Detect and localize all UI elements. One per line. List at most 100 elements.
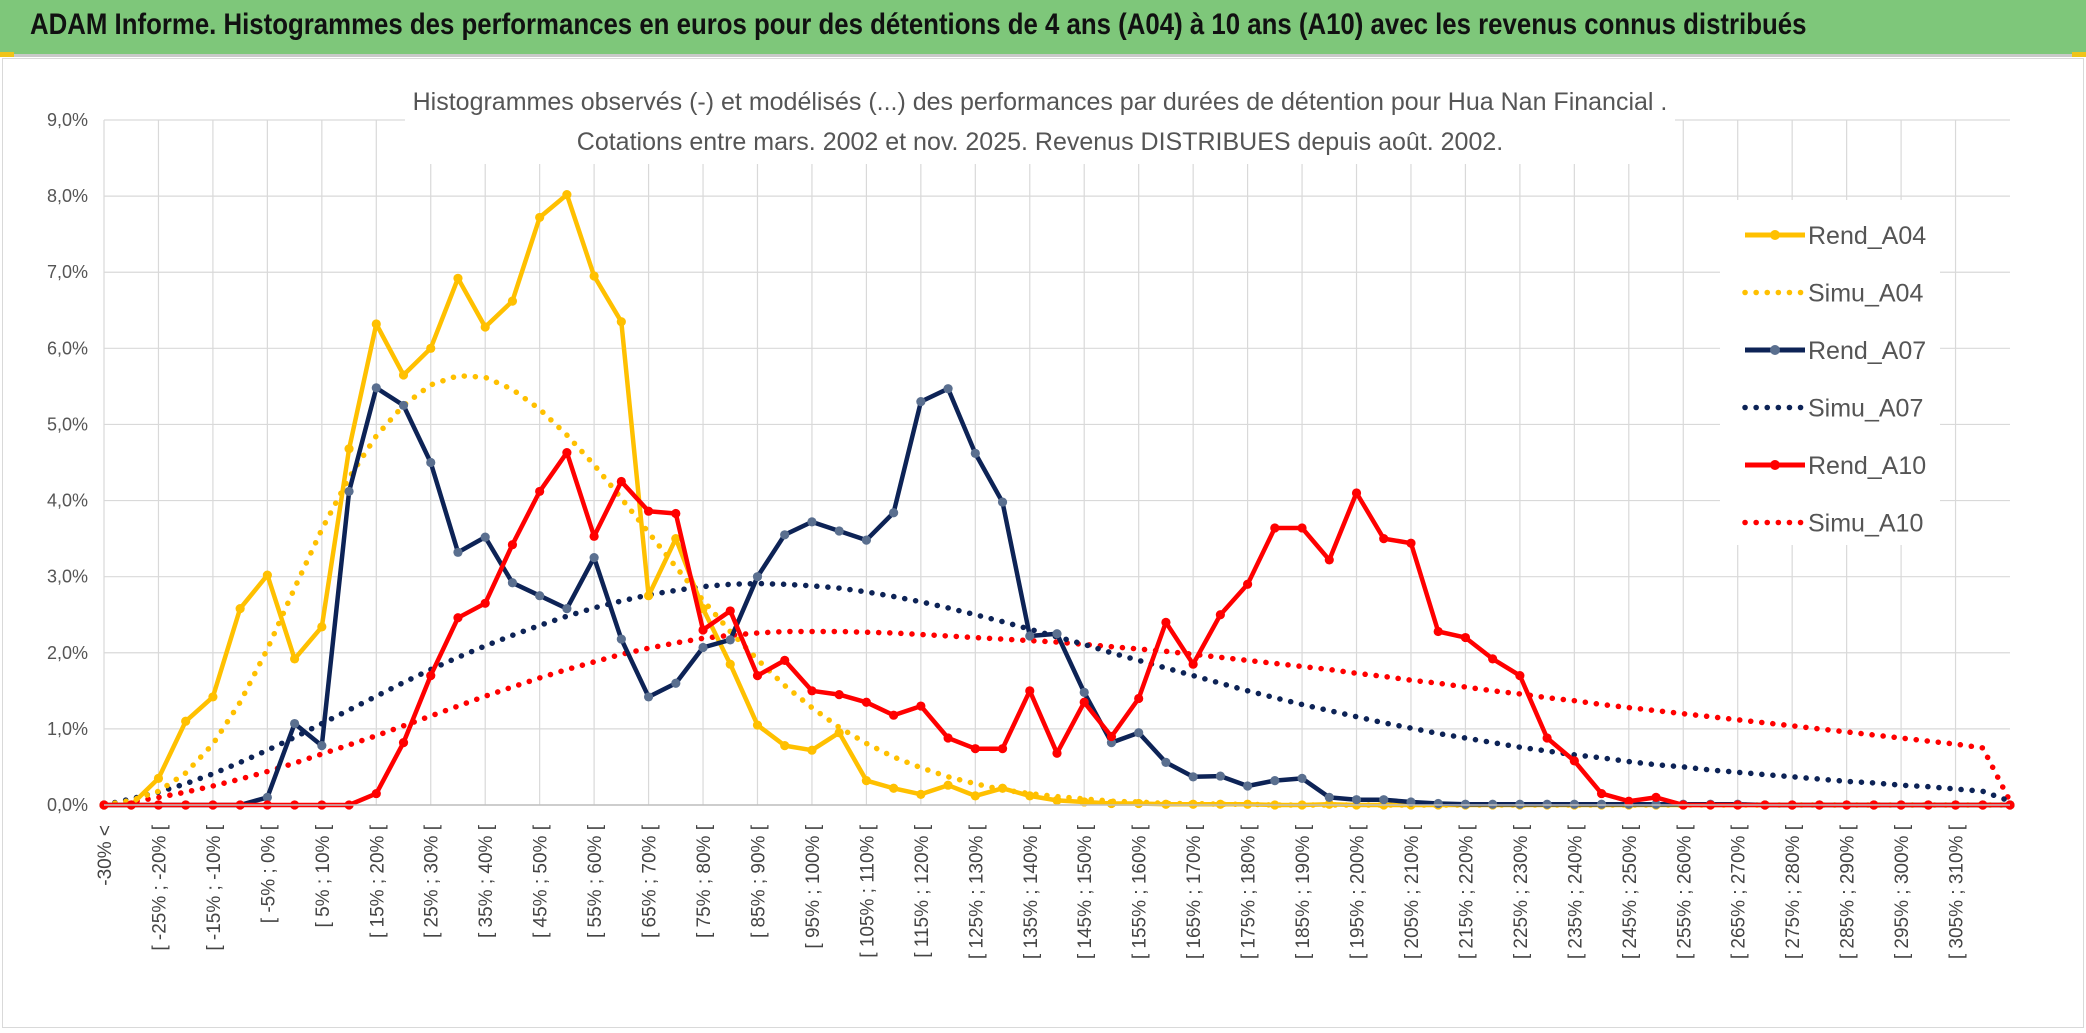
- corner-mark-right: [2072, 52, 2086, 57]
- point-rend_a04: [181, 716, 191, 726]
- y-tick-label: 3,0%: [47, 567, 88, 587]
- x-tick-label: [ 235% ; 240% [: [1565, 824, 1586, 959]
- x-tick-label: [ 35% ; 40% [: [476, 824, 497, 938]
- point-rend_a07: [1460, 799, 1471, 809]
- point-rend_a10: [1106, 731, 1117, 742]
- point-rend_a10: [1243, 579, 1253, 589]
- legend-label: Simu_A10: [1808, 510, 1923, 538]
- point-rend_a10: [1052, 748, 1062, 758]
- y-tick-label: 9,0%: [47, 110, 88, 130]
- point-rend_a04: [997, 783, 1008, 793]
- point-rend_a10: [562, 448, 572, 458]
- x-tick-label: [ 45% ; 50% [: [531, 824, 552, 938]
- point-rend_a04: [671, 534, 681, 544]
- point-rend_a10: [1460, 632, 1471, 643]
- x-tick-label: -30% <: [95, 825, 116, 886]
- point-rend_a04: [344, 444, 354, 454]
- y-tick-label: 6,0%: [47, 338, 88, 358]
- point-rend_a07: [1651, 799, 1661, 809]
- point-rend_a07: [1569, 799, 1579, 809]
- point-rend_a04: [916, 789, 926, 799]
- point-rend_a10: [643, 506, 654, 516]
- point-rend_a07: [535, 591, 545, 601]
- point-rend_a10: [1515, 671, 1525, 681]
- point-rend_a10: [480, 598, 490, 608]
- point-rend_a10: [1270, 523, 1280, 533]
- point-rend_a10: [861, 697, 872, 707]
- x-tick-label: [ 265% ; 270% [: [1729, 824, 1750, 959]
- point-rend_a10: [970, 744, 980, 754]
- point-rend_a07: [1297, 773, 1307, 783]
- point-rend_a07: [1488, 799, 1498, 809]
- point-rend_a10: [1297, 523, 1307, 533]
- x-tick-label: [ 65% ; 70% [: [640, 824, 661, 938]
- point-rend_a04: [1188, 799, 1198, 809]
- point-rend_a04: [725, 659, 735, 669]
- point-rend_a07: [1379, 795, 1389, 805]
- point-rend_a07: [426, 457, 436, 468]
- title-backdrop: [405, 80, 1675, 164]
- point-rend_a04: [589, 271, 599, 281]
- x-tick-label: [ 145% ; 150% [: [1075, 824, 1096, 959]
- legend-marker: [1770, 345, 1780, 355]
- point-rend_a07: [1134, 728, 1144, 738]
- point-rend_a10: [1624, 796, 1634, 806]
- x-tick-label: [ -25% ; -20% [: [149, 824, 170, 950]
- x-tick-label: [ 195% ; 200% [: [1348, 824, 1369, 959]
- point-rend_a04: [1134, 798, 1144, 809]
- point-rend_a04: [861, 776, 872, 786]
- point-rend_a10: [1161, 617, 1171, 627]
- point-rend_a10: [1596, 788, 1607, 799]
- point-rend_a07: [371, 383, 381, 393]
- point-rend_a07: [507, 578, 518, 588]
- point-rend_a07: [1515, 799, 1525, 809]
- x-tick-label: [ 215% ; 220% [: [1456, 824, 1477, 959]
- x-tick-label: [ 205% ; 210% [: [1402, 824, 1423, 959]
- chart-title-block: Histogrammes observés (-) et modélisés (…: [405, 80, 1675, 164]
- point-rend_a04: [1161, 799, 1171, 809]
- x-tick-label: [ 175% ; 180% [: [1239, 824, 1260, 959]
- point-rend_a04: [317, 622, 327, 632]
- x-tick-label: [ 55% ; 60% [: [585, 824, 606, 938]
- point-rend_a10: [1079, 697, 1089, 707]
- x-tick-label: [ 135% ; 140% [: [1021, 824, 1042, 959]
- chart-area: [2, 58, 2084, 1028]
- point-rend_a10: [1488, 654, 1498, 664]
- point-rend_a07: [834, 526, 844, 536]
- x-tick-label: [ 285% ; 290% [: [1838, 824, 1859, 959]
- point-rend_a04: [807, 745, 817, 755]
- point-rend_a10: [834, 690, 844, 700]
- point-rend_a04: [752, 720, 763, 730]
- x-tick-label: [ -5% ; 0% [: [258, 824, 279, 923]
- legend-label: Simu_A04: [1808, 280, 1923, 308]
- point-rend_a04: [235, 604, 245, 614]
- point-rend_a07: [616, 634, 626, 644]
- x-tick-label: [ 25% ; 30% [: [422, 824, 443, 938]
- point-rend_a07: [262, 792, 272, 802]
- point-rend_a04: [262, 570, 272, 580]
- point-rend_a10: [1324, 555, 1334, 565]
- point-rend_a10: [589, 531, 599, 541]
- point-rend_a07: [344, 486, 354, 497]
- point-rend_a07: [752, 572, 763, 582]
- point-rend_a07: [1161, 757, 1171, 767]
- point-rend_a10: [725, 606, 735, 616]
- point-rend_a07: [671, 678, 681, 688]
- point-rend_a07: [398, 400, 409, 411]
- point-rend_a07: [317, 741, 327, 751]
- point-rend_a07: [1351, 795, 1362, 805]
- point-rend_a07: [916, 397, 926, 407]
- legend: Rend_A04 Simu_A04 Rend_A07 Simu_A07 Rend_A10…: [1720, 200, 1940, 545]
- point-rend_a07: [562, 604, 572, 614]
- point-rend_a04: [290, 654, 300, 664]
- point-rend_a07: [997, 497, 1008, 507]
- point-rend_a10: [698, 625, 708, 635]
- point-rend_a10: [371, 788, 381, 799]
- point-rend_a04: [507, 296, 518, 306]
- chart-title: Histogrammes observés (-) et modélisés (…: [413, 88, 1668, 116]
- point-rend_a04: [643, 591, 654, 601]
- point-rend_a10: [426, 671, 436, 681]
- point-rend_a04: [1106, 798, 1117, 809]
- point-rend_a10: [916, 701, 926, 711]
- point-rend_a10: [1406, 538, 1416, 548]
